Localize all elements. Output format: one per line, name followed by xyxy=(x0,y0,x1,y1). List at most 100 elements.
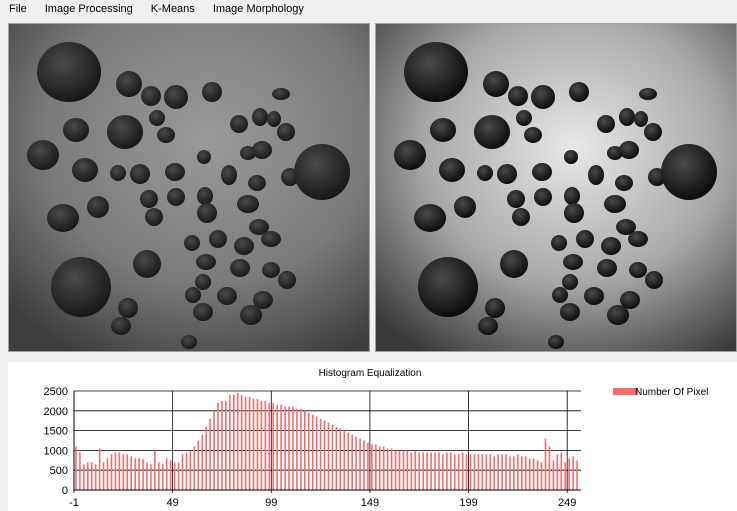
histogram-bar xyxy=(449,452,452,490)
nut-shape xyxy=(167,188,185,206)
y-tick-label: 1000 xyxy=(44,445,68,457)
histogram-bar xyxy=(118,452,121,490)
histogram-bar xyxy=(343,430,346,490)
nut-shape xyxy=(430,118,456,142)
nut-shape xyxy=(262,262,280,278)
nut-shape xyxy=(72,158,98,182)
nut-shape xyxy=(639,88,657,100)
nut-shape xyxy=(551,235,567,251)
nut-shape xyxy=(414,204,446,232)
nut-shape xyxy=(478,317,498,335)
histogram-bar xyxy=(311,414,314,490)
nut-shape xyxy=(37,42,101,102)
histogram-bar xyxy=(146,462,148,490)
histogram-bar xyxy=(213,410,215,490)
nut-shape xyxy=(645,271,663,289)
histogram-bar xyxy=(544,438,547,490)
histogram-bar xyxy=(497,454,499,490)
histogram-bar xyxy=(489,454,492,490)
x-tick-label: 99 xyxy=(265,497,277,509)
histogram-bar xyxy=(181,454,184,490)
histogram-bar xyxy=(106,458,109,490)
y-tick-label: 1500 xyxy=(44,426,68,438)
nut-shape xyxy=(149,110,165,126)
nut-shape xyxy=(253,291,273,309)
nut-shape xyxy=(404,42,468,102)
nut-shape xyxy=(563,254,583,270)
nut-shape xyxy=(116,71,142,97)
histogram-bar xyxy=(473,454,476,490)
histogram-bar xyxy=(524,456,527,490)
nut-shape xyxy=(184,235,200,251)
histogram-bar xyxy=(315,416,318,490)
nut-shape xyxy=(604,195,626,213)
x-tick-label: -1 xyxy=(69,497,79,509)
histogram-bar xyxy=(126,454,129,490)
nut-shape xyxy=(230,115,248,133)
histogram-bar xyxy=(83,464,85,490)
nut-shape xyxy=(140,190,158,208)
histogram-bar xyxy=(296,408,298,490)
equalized-image-panel xyxy=(375,23,737,352)
histogram-bar xyxy=(540,462,543,490)
nut-shape xyxy=(193,303,213,321)
nut-shape xyxy=(196,254,216,270)
nut-shape xyxy=(616,219,636,235)
histogram-bar xyxy=(122,454,125,490)
legend-swatch xyxy=(613,388,638,395)
histogram-bar xyxy=(339,428,342,490)
original-image-panel xyxy=(8,23,370,352)
nut-shape xyxy=(107,115,143,149)
histogram-bar xyxy=(335,426,338,490)
nut-shape xyxy=(277,123,295,141)
nut-shape xyxy=(628,231,648,247)
nut-shape xyxy=(234,237,254,255)
histogram-bar xyxy=(138,458,140,490)
menu-k-means[interactable]: K-Means xyxy=(150,3,195,15)
histogram-bar xyxy=(390,448,393,490)
histogram-bar xyxy=(465,454,468,490)
histogram-bar xyxy=(375,444,377,490)
histogram-bar xyxy=(386,448,389,490)
y-tick-label: 2500 xyxy=(44,386,68,398)
histogram-bar xyxy=(430,452,432,490)
histogram-bar xyxy=(248,396,251,490)
nut-shape xyxy=(454,196,476,218)
nut-shape xyxy=(474,115,510,149)
nut-shape xyxy=(418,257,478,317)
nut-shape xyxy=(584,287,604,305)
menu-file[interactable]: File xyxy=(9,3,27,15)
histogram-bar xyxy=(260,400,263,490)
nut-shape xyxy=(508,86,528,106)
nut-shape xyxy=(197,203,217,223)
nut-shape xyxy=(532,163,552,181)
histogram-bar xyxy=(173,462,176,490)
histogram-bar xyxy=(560,452,563,490)
nut-shape xyxy=(217,287,237,305)
histogram-bar xyxy=(154,450,156,490)
menu-image-processing[interactable]: Image Processing xyxy=(44,3,133,15)
nut-shape xyxy=(87,196,109,218)
histogram-bar xyxy=(225,400,227,490)
histogram-bar xyxy=(79,452,81,490)
nut-shape xyxy=(63,118,89,142)
nut-shape xyxy=(165,163,185,181)
nut-shape xyxy=(569,82,589,102)
y-tick-label: 2000 xyxy=(44,406,68,418)
legend-label: Number Of Pixel xyxy=(635,387,708,398)
histogram-bar xyxy=(327,422,330,490)
nut-shape xyxy=(524,127,542,143)
nut-shape xyxy=(111,317,131,335)
histogram-bar xyxy=(110,454,113,490)
histogram-bar xyxy=(367,442,369,490)
nut-shape xyxy=(252,108,268,126)
histogram-bar xyxy=(572,456,574,490)
histogram-bar xyxy=(556,454,559,490)
nut-shape xyxy=(164,85,188,109)
histogram-bar xyxy=(481,454,484,490)
menu-image-morphology[interactable]: Image Morphology xyxy=(212,3,304,15)
histogram-bar xyxy=(229,394,231,490)
histogram-bar xyxy=(134,458,136,490)
histogram-bar xyxy=(158,462,160,490)
histogram-chart: Histogram Equalization 0 500 1000 1500 2000 2… xyxy=(44,368,709,509)
